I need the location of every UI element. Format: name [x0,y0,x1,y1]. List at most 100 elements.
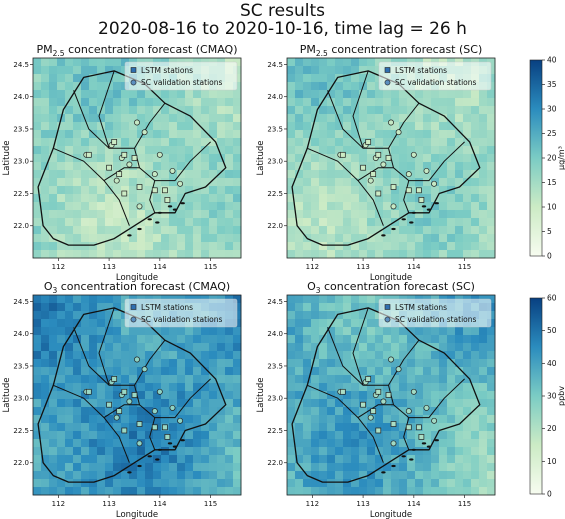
heatmap-cell [447,218,456,227]
heatmap-cell [439,90,448,99]
heatmap-cell [177,367,186,376]
heatmap-cell [33,154,42,163]
heatmap-cell [49,343,58,352]
heatmap-cell [233,58,242,67]
heatmap-cell [287,138,296,147]
heatmap-cell [487,367,496,376]
heatmap-cell [375,178,384,187]
heatmap-cell [153,479,162,488]
sc-station-marker [367,177,374,184]
heatmap-cell [367,74,376,83]
heatmap-cell [217,423,226,432]
heatmap-cell [487,90,496,99]
heatmap-cell [287,74,296,83]
legend-lstm-label: LSTM stations [395,66,447,75]
heatmap-cell [233,439,242,448]
heatmap-cell [65,471,74,480]
heatmap-cell [209,375,218,384]
heatmap-cell [415,170,424,179]
heatmap-cell [137,423,146,432]
heatmap-cell [121,162,130,171]
heatmap-cell [129,162,138,171]
heatmap-cell [193,90,202,99]
heatmap-cell [89,58,98,67]
heatmap-cell [81,487,90,496]
heatmap-cell [399,455,408,464]
city-boundary [352,70,369,149]
heatmap-cell [217,463,226,472]
heatmap-cell [177,343,186,352]
heatmap-cell [57,407,66,416]
heatmap-cell [89,226,98,235]
heatmap-cell [327,439,336,448]
heatmap-cell [49,423,58,432]
heatmap-cell [73,210,82,219]
heatmap-cell [49,479,58,488]
heatmap-cell [137,98,146,107]
heatmap-cell [201,202,210,211]
lstm-station-marker [405,424,412,431]
heatmap-cell [41,383,50,392]
heatmap-cell [311,319,320,328]
heatmap-cell [129,407,138,416]
heatmap-cell [335,58,344,67]
lstm-station-marker [85,388,92,395]
heatmap-cell [407,399,416,408]
heatmap-cell [343,327,352,336]
heatmap-cell [81,471,90,480]
heatmap-cell [81,90,90,99]
heatmap-cell [209,471,218,480]
heatmap-cell [169,327,178,336]
heatmap-cell [367,335,376,344]
y-axis-label: Latitude [256,378,266,413]
lstm-station-marker [416,424,422,431]
heatmap-cell [407,335,416,344]
heatmap-cell [129,375,138,384]
heatmap-cell [129,90,138,99]
heatmap-cell [113,250,122,259]
heatmap-cell [463,375,472,384]
heatmap-cell [431,234,440,243]
heatmap-cell [303,178,312,187]
heatmap-cell [287,122,296,131]
city-boundary [149,417,156,450]
heatmap-cell [319,74,328,83]
heatmap-cell [415,359,424,368]
heatmap-cell [233,295,242,304]
heatmap-cell [169,250,178,259]
heatmap-cell [169,162,178,171]
heatmap-cell [113,194,122,203]
heatmap-cell [471,343,480,352]
heatmap-cell [287,295,296,304]
heatmap-cell [201,114,210,123]
heatmap-cell [57,455,66,464]
heatmap-cell [311,242,320,251]
heatmap-cell [225,455,234,464]
heatmap-cell [479,375,488,384]
heatmap-cell [303,210,312,219]
y-tick-label: 22.0 [13,222,29,230]
lstm-station-marker [365,139,372,145]
heatmap-cell [295,327,304,336]
heatmap-cell [439,162,448,171]
heatmap-cell [161,154,170,163]
heatmap-cell [185,471,194,480]
heatmap-cell [121,226,130,235]
heatmap-cell [201,146,210,155]
heatmap-cell [463,130,472,139]
heatmap-cell [359,194,368,203]
y-tick-label: 23.0 [13,158,29,166]
heatmap-cell [233,343,242,352]
heatmap-cell [423,90,432,99]
heatmap-cell [153,154,162,163]
heatmap-cell [169,471,178,480]
heatmap-cell [129,130,138,139]
heatmap-cell [367,210,376,219]
heatmap-cell [327,202,336,211]
lstm-station-marker [121,151,128,158]
colorbar-tick-label: 30 [547,105,557,114]
x-tick-label: 113 [102,263,115,271]
heatmap-cell [415,250,424,259]
heatmap-cell [471,210,480,219]
heatmap-cell [97,162,106,171]
